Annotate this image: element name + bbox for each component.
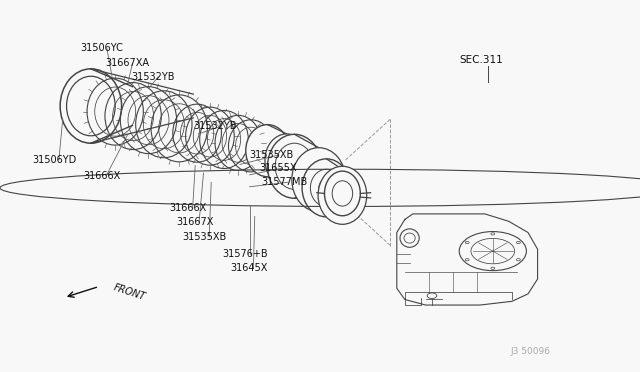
- Text: 31506YC: 31506YC: [80, 44, 123, 53]
- Text: 31667XA: 31667XA: [106, 58, 150, 68]
- Ellipse shape: [318, 166, 367, 224]
- Text: 31506YD: 31506YD: [32, 155, 76, 165]
- Ellipse shape: [246, 125, 289, 177]
- Text: 31655X: 31655X: [259, 163, 297, 173]
- Ellipse shape: [460, 231, 526, 271]
- Ellipse shape: [324, 171, 360, 216]
- Text: 31577MB: 31577MB: [261, 177, 307, 187]
- Text: 31667X: 31667X: [176, 218, 213, 227]
- Text: 31645X: 31645X: [230, 263, 268, 273]
- Ellipse shape: [400, 229, 419, 247]
- Text: 31535XB: 31535XB: [182, 232, 227, 242]
- Ellipse shape: [265, 134, 308, 186]
- Text: 31535XB: 31535XB: [250, 151, 294, 160]
- Text: 31532YB: 31532YB: [131, 72, 175, 82]
- Text: J3 50096: J3 50096: [511, 347, 550, 356]
- Text: SEC.311: SEC.311: [460, 55, 503, 64]
- Text: 31666X: 31666X: [83, 171, 120, 180]
- Ellipse shape: [268, 134, 321, 198]
- Text: 31532YB: 31532YB: [193, 122, 237, 131]
- Ellipse shape: [292, 148, 346, 212]
- Ellipse shape: [302, 159, 351, 217]
- Text: FRONT: FRONT: [112, 282, 147, 302]
- Text: 31576+B: 31576+B: [223, 249, 268, 259]
- Text: 31666X: 31666X: [170, 203, 207, 213]
